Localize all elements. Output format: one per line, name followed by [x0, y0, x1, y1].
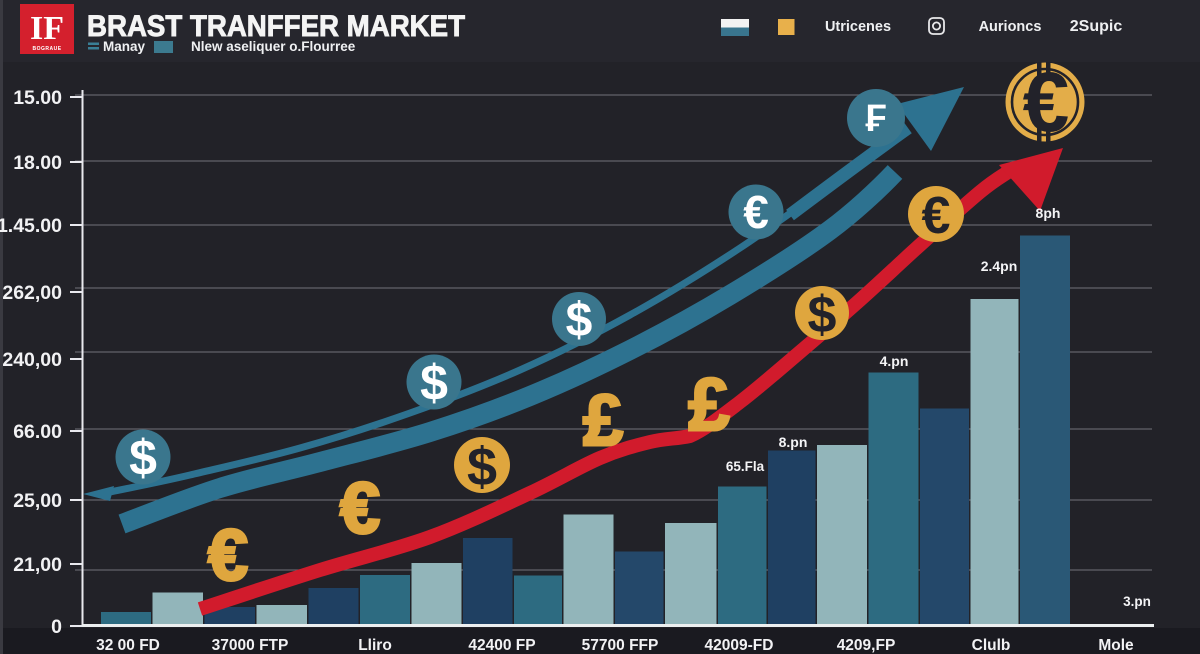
svg-text:Aurioncs: Aurioncs: [979, 19, 1042, 35]
svg-text:65.Fla: 65.Fla: [726, 459, 765, 474]
svg-text:57700 FFP: 57700 FFP: [582, 637, 659, 654]
svg-text:€: €: [208, 516, 248, 596]
svg-text:€: €: [743, 186, 769, 238]
svg-text:€: €: [922, 187, 951, 245]
svg-text:€: €: [1023, 55, 1070, 149]
svg-text:66.00: 66.00: [13, 421, 62, 443]
svg-text:BOGRAUE: BOGRAUE: [32, 46, 61, 52]
svg-text:Utricenes: Utricenes: [825, 19, 891, 35]
svg-text:262,00: 262,00: [2, 282, 62, 304]
svg-text:42400 FP: 42400 FP: [468, 637, 535, 654]
svg-text:$: $: [129, 430, 157, 486]
svg-text:2.4pn: 2.4pn: [981, 258, 1018, 274]
svg-text:$: $: [467, 437, 497, 497]
svg-text:32 00 FD: 32 00 FD: [96, 637, 160, 654]
svg-text:21,00: 21,00: [13, 554, 62, 576]
svg-text:42009-FD: 42009-FD: [705, 637, 774, 654]
svg-text:Manay: Manay: [103, 39, 146, 54]
svg-text:3.pn: 3.pn: [1123, 594, 1151, 609]
svg-text:Mole: Mole: [1098, 637, 1134, 654]
svg-text:240,00: 240,00: [2, 349, 62, 371]
svg-text:₣: ₣: [865, 98, 886, 140]
svg-text:€: €: [340, 469, 380, 549]
svg-text:£: £: [583, 381, 623, 461]
svg-text:BRAST TRANFFER MARKET: BRAST TRANFFER MARKET: [87, 10, 465, 43]
svg-text:IF: IF: [30, 10, 64, 47]
svg-text:0: 0: [51, 616, 62, 638]
svg-text:15.00: 15.00: [13, 87, 62, 109]
svg-text:18.00: 18.00: [13, 152, 62, 174]
svg-text:Lliro: Lliro: [358, 637, 392, 654]
svg-text:$: $: [808, 286, 837, 344]
svg-text:Nlew aseliquer o.Flourree: Nlew aseliquer o.Flourree: [191, 39, 356, 54]
svg-text:£: £: [688, 363, 729, 446]
svg-text:2Supic: 2Supic: [1070, 18, 1123, 35]
svg-text:$: $: [566, 294, 593, 347]
svg-text:8.pn: 8.pn: [779, 434, 808, 450]
svg-text:37000 FTP: 37000 FTP: [212, 637, 289, 654]
svg-text:4209,FP: 4209,FP: [837, 637, 896, 654]
svg-text:$: $: [420, 355, 448, 411]
svg-text:4.pn: 4.pn: [880, 353, 909, 369]
svg-text:Clulb: Clulb: [972, 637, 1011, 654]
svg-text:25,00: 25,00: [13, 490, 62, 512]
svg-text:8ph: 8ph: [1036, 205, 1061, 221]
svg-text:1.45.00: 1.45.00: [0, 215, 62, 237]
